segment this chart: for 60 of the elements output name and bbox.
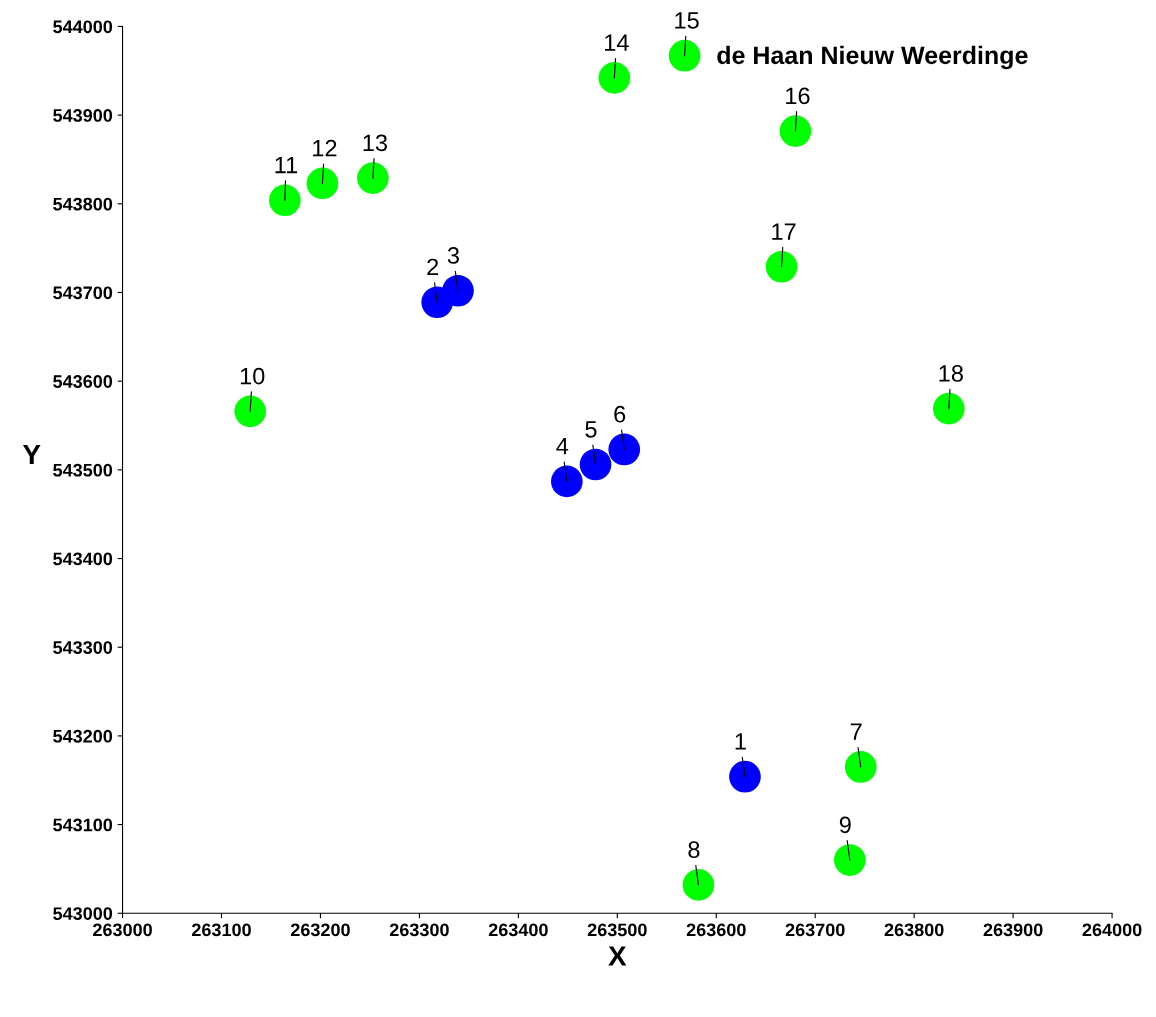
x-tick-label: 263800 <box>884 923 944 937</box>
x-tick-label: 263700 <box>785 923 845 937</box>
y-tick-label: 543500 <box>53 463 113 477</box>
y-tick-label: 543300 <box>53 641 113 654</box>
x-tick-label: 263200 <box>290 923 350 937</box>
annotation: 13 <box>363 134 387 152</box>
point <box>779 115 812 147</box>
y-tick-label: 543600 <box>53 375 113 388</box>
point <box>729 760 761 793</box>
point <box>598 62 631 94</box>
point <box>357 162 389 194</box>
annotation: 5 <box>585 421 597 438</box>
x-tick-label: 263300 <box>389 923 449 937</box>
annotation: 11 <box>275 156 298 174</box>
y-axis-title: Y <box>22 444 41 465</box>
annotation: 10 <box>240 367 265 385</box>
annotation: 3 <box>447 247 459 264</box>
point <box>234 395 267 428</box>
y-tick-label: 543100 <box>53 818 113 832</box>
annotation: 18 <box>939 365 963 382</box>
x-tick-label: 263900 <box>983 923 1043 937</box>
annotation: 7 <box>850 723 862 740</box>
annotation: 6 <box>614 405 626 423</box>
annotation: 8 <box>688 841 700 858</box>
annotation: 1 <box>735 733 746 750</box>
x-tick-label: 264000 <box>1082 923 1142 937</box>
annotation: 2 <box>427 258 439 276</box>
y-tick-label: 543400 <box>53 552 113 566</box>
point <box>306 167 339 200</box>
annotation: de Haan Nieuw Weerdinge <box>717 45 1028 70</box>
y-tick-label: 543700 <box>53 286 113 300</box>
y-tick-label: 543800 <box>53 197 113 211</box>
point <box>932 392 965 425</box>
y-tick-label: 543200 <box>53 729 113 743</box>
annotation: 9 <box>839 816 851 834</box>
point <box>765 250 798 283</box>
point <box>834 844 866 876</box>
x-axis-title: X <box>608 946 627 966</box>
point <box>682 869 715 901</box>
x-tick-label: 263500 <box>587 923 647 937</box>
y-tick-label: 543000 <box>53 907 113 921</box>
annotation: 16 <box>786 87 810 105</box>
point <box>268 184 301 217</box>
point <box>668 39 701 72</box>
x-tick-label: 263600 <box>686 923 746 937</box>
x-tick-label: 263100 <box>191 923 251 937</box>
point <box>844 751 877 783</box>
point <box>551 465 583 498</box>
annotation: 12 <box>313 139 337 157</box>
y-tick-label: 544000 <box>53 20 113 34</box>
x-tick-label: 263000 <box>93 923 152 937</box>
annotation: 15 <box>675 12 699 29</box>
annotation: 4 <box>556 438 569 455</box>
point <box>579 448 612 481</box>
point <box>442 274 474 307</box>
y-tick-label: 543900 <box>53 109 113 122</box>
x-tick-label: 263400 <box>488 923 548 937</box>
annotation: 14 <box>605 34 629 51</box>
annotation: 17 <box>772 223 796 240</box>
point <box>608 433 641 466</box>
